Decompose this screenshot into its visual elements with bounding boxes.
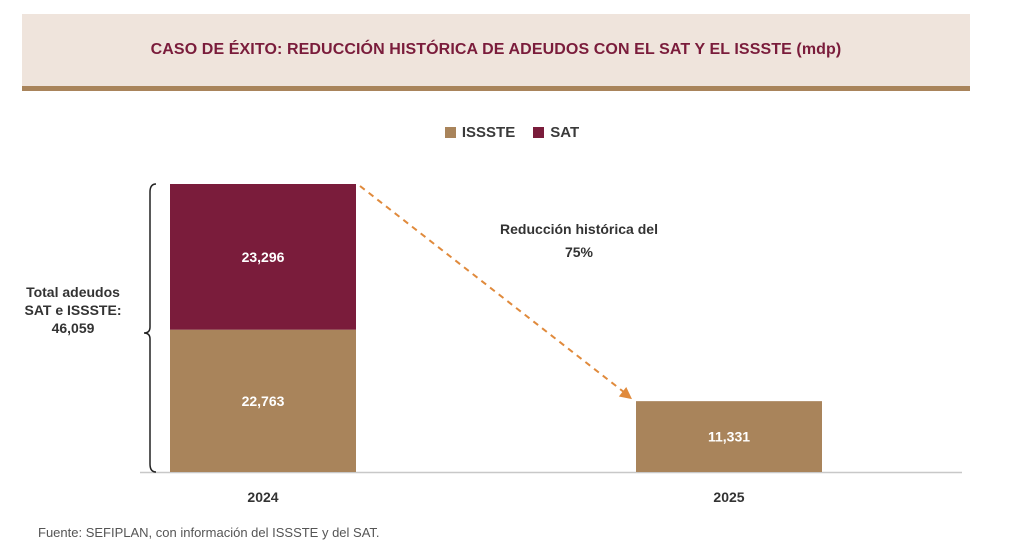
source-note: Fuente: SEFIPLAN, con información del IS… — [38, 525, 380, 540]
total-annotation-line-2: SAT e ISSSTE: — [24, 302, 122, 318]
legend-swatch-issste — [444, 127, 456, 138]
legend-label-sat: SAT — [550, 124, 580, 141]
data-label-sat-2024: 23,296 — [242, 249, 285, 265]
legend: ISSSTE SAT — [0, 124, 1024, 141]
data-label-issste-2025: 11,331 — [708, 429, 750, 445]
total-annotation: Total adeudos SAT e ISSSTE: 46,059 — [8, 283, 138, 337]
x-tick-label-2025: 2025 — [713, 489, 744, 505]
data-label-issste-2024: 22,763 — [242, 393, 285, 409]
bar-issste-2025 — [636, 401, 822, 472]
reduction-annotation: Reducción histórica del 75% — [466, 218, 692, 264]
legend-swatch-sat — [533, 127, 545, 138]
chart-title: CASO DE ÉXITO: REDUCCIÓN HISTÓRICA DE AD… — [150, 41, 842, 58]
legend-label-issste: ISSSTE — [461, 124, 516, 141]
legend-item-issste: ISSSTE — [444, 124, 516, 141]
reduction-arrow — [359, 185, 625, 393]
bar-issste-2024 — [170, 329, 356, 472]
reduction-arrow-head — [618, 387, 632, 400]
reduction-annotation-line-2: 75% — [564, 244, 594, 260]
x-tick-label-2024: 2024 — [247, 489, 278, 505]
title-underline — [22, 86, 970, 91]
reduction-annotation-line-1: Reducción histórica del — [500, 221, 658, 237]
title-banner: CASO DE ÉXITO: REDUCCIÓN HISTÓRICA DE AD… — [22, 14, 970, 86]
total-annotation-line-3: 46,059 — [51, 320, 95, 336]
total-bracket — [143, 183, 157, 473]
legend-item-sat: SAT — [533, 124, 579, 141]
bar-sat-2024 — [170, 184, 356, 330]
total-annotation-line-1: Total adeudos — [26, 284, 120, 300]
